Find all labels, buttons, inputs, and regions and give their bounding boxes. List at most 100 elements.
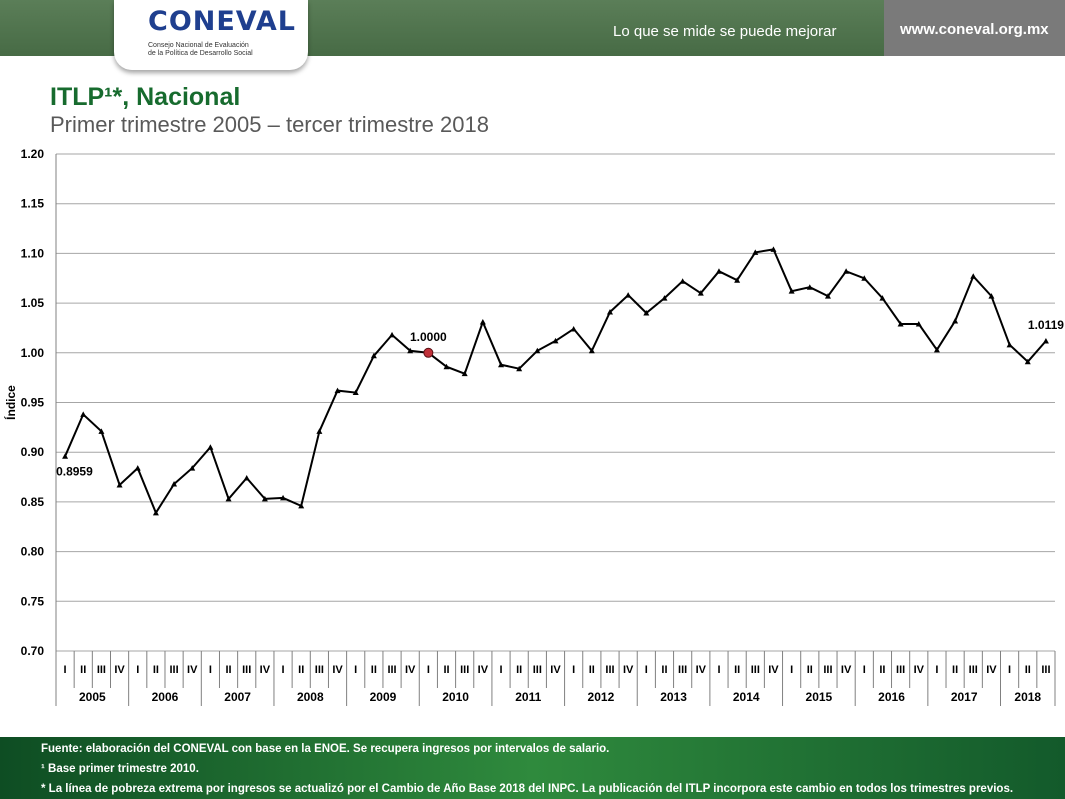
data-point — [734, 277, 741, 283]
quarter-label: III — [678, 664, 687, 676]
y-tick-label: 1.15 — [21, 197, 45, 211]
quarter-label: II — [225, 664, 231, 676]
data-point — [606, 309, 613, 315]
quarter-label: IV — [114, 664, 125, 676]
year-label: 2017 — [951, 690, 978, 704]
data-point — [788, 288, 795, 294]
data-point — [1024, 358, 1031, 365]
data-point — [570, 325, 577, 332]
quarter-label: IV — [768, 664, 779, 676]
data-point — [1006, 341, 1013, 348]
data-point — [679, 278, 686, 284]
quarter-label: IV — [914, 664, 925, 676]
year-label: 2012 — [588, 690, 615, 704]
y-tick-label: 0.85 — [21, 495, 45, 509]
quarter-label: II — [879, 664, 885, 676]
data-point — [1042, 337, 1049, 344]
logo-subtitle: Consejo Nacional de Evaluación de la Pol… — [148, 42, 298, 58]
data-label: 1.0119 — [1028, 318, 1064, 332]
data-point — [824, 293, 831, 299]
data-point — [298, 502, 305, 509]
data-point — [752, 249, 759, 255]
quarter-label: III — [242, 664, 251, 676]
quarter-label: I — [354, 664, 357, 676]
year-label: 2011 — [515, 690, 541, 704]
quarter-label: I — [645, 664, 648, 676]
quarter-label: III — [1041, 664, 1050, 676]
quarter-label: I — [863, 664, 866, 676]
quarter-label: III — [969, 664, 978, 676]
data-point — [389, 331, 396, 338]
data-point — [988, 293, 995, 299]
itlp-series-line — [64, 248, 1047, 515]
quarter-label: II — [80, 664, 86, 676]
logo-text: CONEVAL — [148, 6, 296, 37]
data-point — [261, 495, 268, 502]
year-label: 2018 — [1014, 690, 1041, 704]
quarter-label: IV — [841, 664, 852, 676]
data-point — [697, 290, 704, 296]
data-point — [280, 494, 287, 501]
highlight-point — [423, 347, 434, 358]
quarter-label: III — [315, 664, 324, 676]
year-label: 2009 — [370, 690, 397, 704]
y-tick-label: 0.90 — [21, 445, 45, 459]
chart-subtitle: Primer trimestre 2005 – tercer trimestre… — [50, 112, 489, 137]
y-tick-label: 1.20 — [21, 147, 45, 161]
quarter-label: I — [136, 664, 139, 676]
year-label: 2007 — [224, 690, 251, 704]
footer-source: Fuente: elaboración del CONEVAL con base… — [41, 743, 610, 755]
quarter-label: I — [499, 664, 502, 676]
year-label: 2006 — [152, 690, 179, 704]
data-point — [661, 295, 668, 301]
data-point — [915, 320, 922, 327]
y-tick-label: 1.10 — [21, 246, 45, 260]
data-point — [207, 444, 214, 450]
data-point — [443, 363, 450, 370]
quarter-label: IV — [550, 664, 561, 676]
slogan: Lo que se mide se puede mejorar — [613, 23, 837, 40]
data-point — [952, 317, 959, 324]
data-point — [933, 346, 940, 353]
url-box — [884, 0, 1065, 56]
year-label: 2008 — [297, 690, 324, 704]
y-tick-label: 0.95 — [21, 396, 45, 410]
data-point — [897, 320, 904, 327]
footer-note-1: ¹ Base primer trimestre 2010. — [41, 763, 199, 775]
line-chart: 0.70 0.75 0.80 0.85 0.90 0.95 1.00 1.05 1.10 1.15… — [3, 147, 1064, 706]
website-link[interactable]: www.coneval.org.mx — [900, 21, 1049, 38]
quarter-label: IV — [478, 664, 489, 676]
year-label: 2005 — [79, 690, 106, 704]
data-label: 0.8959 — [56, 464, 93, 478]
data-point — [588, 347, 595, 354]
data-point — [879, 295, 886, 301]
year-label: 2016 — [878, 690, 905, 704]
quarter-label: I — [717, 664, 720, 676]
quarter-label: II — [589, 664, 595, 676]
quarter-label: IV — [623, 664, 634, 676]
data-point — [116, 482, 123, 488]
data-point — [461, 370, 468, 377]
y-tick-label: 1.05 — [21, 296, 45, 310]
quarter-label: I — [572, 664, 575, 676]
logo-subtitle-line-2: de la Política de Desarrollo Social — [148, 50, 253, 57]
data-point — [189, 465, 196, 471]
data-point — [498, 361, 505, 368]
quarter-label: III — [169, 664, 178, 676]
quarter-label: I — [790, 664, 793, 676]
data-point — [516, 365, 523, 372]
coneval-logo[interactable]: CONEVAL Consejo Nacional de Evaluación d… — [114, 0, 308, 70]
quarter-label: III — [533, 664, 542, 676]
quarter-label: I — [209, 664, 212, 676]
footer: Fuente: elaboración del CONEVAL con base… — [0, 737, 1065, 799]
data-point — [152, 509, 159, 516]
data-point — [806, 284, 813, 290]
y-tick-label: 0.70 — [21, 644, 45, 658]
y-tick-label: 1.00 — [21, 346, 45, 360]
data-point — [225, 495, 232, 502]
data-point — [970, 273, 977, 279]
year-label: 2015 — [806, 690, 833, 704]
data-point — [370, 352, 377, 359]
quarter-label: III — [387, 664, 396, 676]
data-point — [861, 275, 868, 281]
